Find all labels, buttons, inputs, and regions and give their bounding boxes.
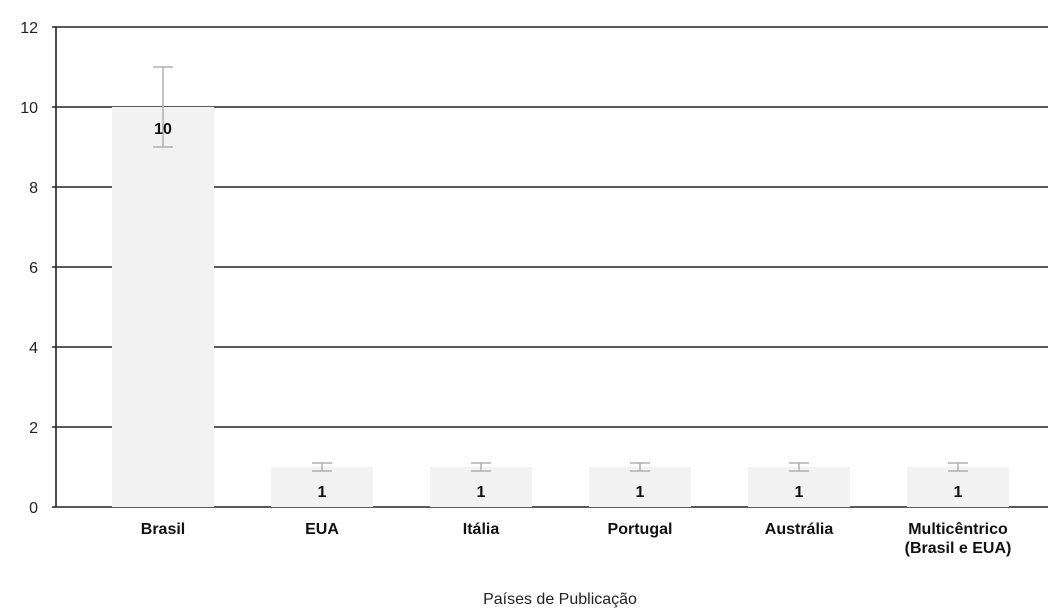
error-bar xyxy=(948,462,968,472)
y-tick-label: 10 xyxy=(20,100,38,117)
data-label: 1 xyxy=(636,484,645,501)
y-tick-label: 2 xyxy=(29,420,38,437)
data-label: 10 xyxy=(154,121,172,138)
y-tick-label: 0 xyxy=(29,500,38,517)
error-bar xyxy=(789,462,809,472)
error-bar xyxy=(312,462,332,472)
data-label: 1 xyxy=(477,484,486,501)
x-tick-label: Brasil xyxy=(141,521,185,538)
x-tick-label-line: Portugal xyxy=(608,521,673,538)
y-tick-label: 12 xyxy=(20,20,38,37)
bars xyxy=(112,107,1009,507)
error-bars xyxy=(153,66,968,472)
x-tick-label: Itália xyxy=(463,521,500,538)
error-bar xyxy=(471,462,491,472)
bar xyxy=(430,467,532,507)
x-axis-ticks: Brasil EUA Itália Portugal Austrália Multicên… xyxy=(141,521,1012,557)
x-tick-label-line: (Brasil e EUA) xyxy=(905,540,1012,557)
data-label: 1 xyxy=(318,484,327,501)
data-label: 1 xyxy=(795,484,804,501)
x-tick-label: Austrália xyxy=(765,521,834,538)
gridlines xyxy=(52,26,1048,508)
x-tick-label-line: EUA xyxy=(305,521,339,538)
bar xyxy=(907,467,1009,507)
x-tick-label-line: Multicêntrico xyxy=(908,521,1008,538)
bar xyxy=(112,107,214,507)
y-tick-label: 6 xyxy=(29,260,38,277)
y-tick-label: 8 xyxy=(29,180,38,197)
x-tick-label-line: Itália xyxy=(463,521,500,538)
error-bar xyxy=(630,462,650,472)
error-bar xyxy=(153,66,173,148)
bar xyxy=(748,467,850,507)
y-tick-label: 4 xyxy=(29,340,38,357)
data-labels: 10 1 1 1 1 1 xyxy=(154,121,962,501)
data-label: 1 xyxy=(954,484,963,501)
y-axis-ticks: 0 2 4 6 8 10 12 xyxy=(20,20,38,517)
x-tick-label-line: Brasil xyxy=(141,521,185,538)
x-tick-label-line: Austrália xyxy=(765,521,834,538)
x-tick-label: Multicêntrico (Brasil e EUA) xyxy=(905,521,1012,557)
x-axis-title: Países de Publicação xyxy=(483,591,637,608)
bar xyxy=(271,467,373,507)
x-tick-label: EUA xyxy=(305,521,339,538)
x-tick-label: Portugal xyxy=(608,521,673,538)
bar xyxy=(589,467,691,507)
